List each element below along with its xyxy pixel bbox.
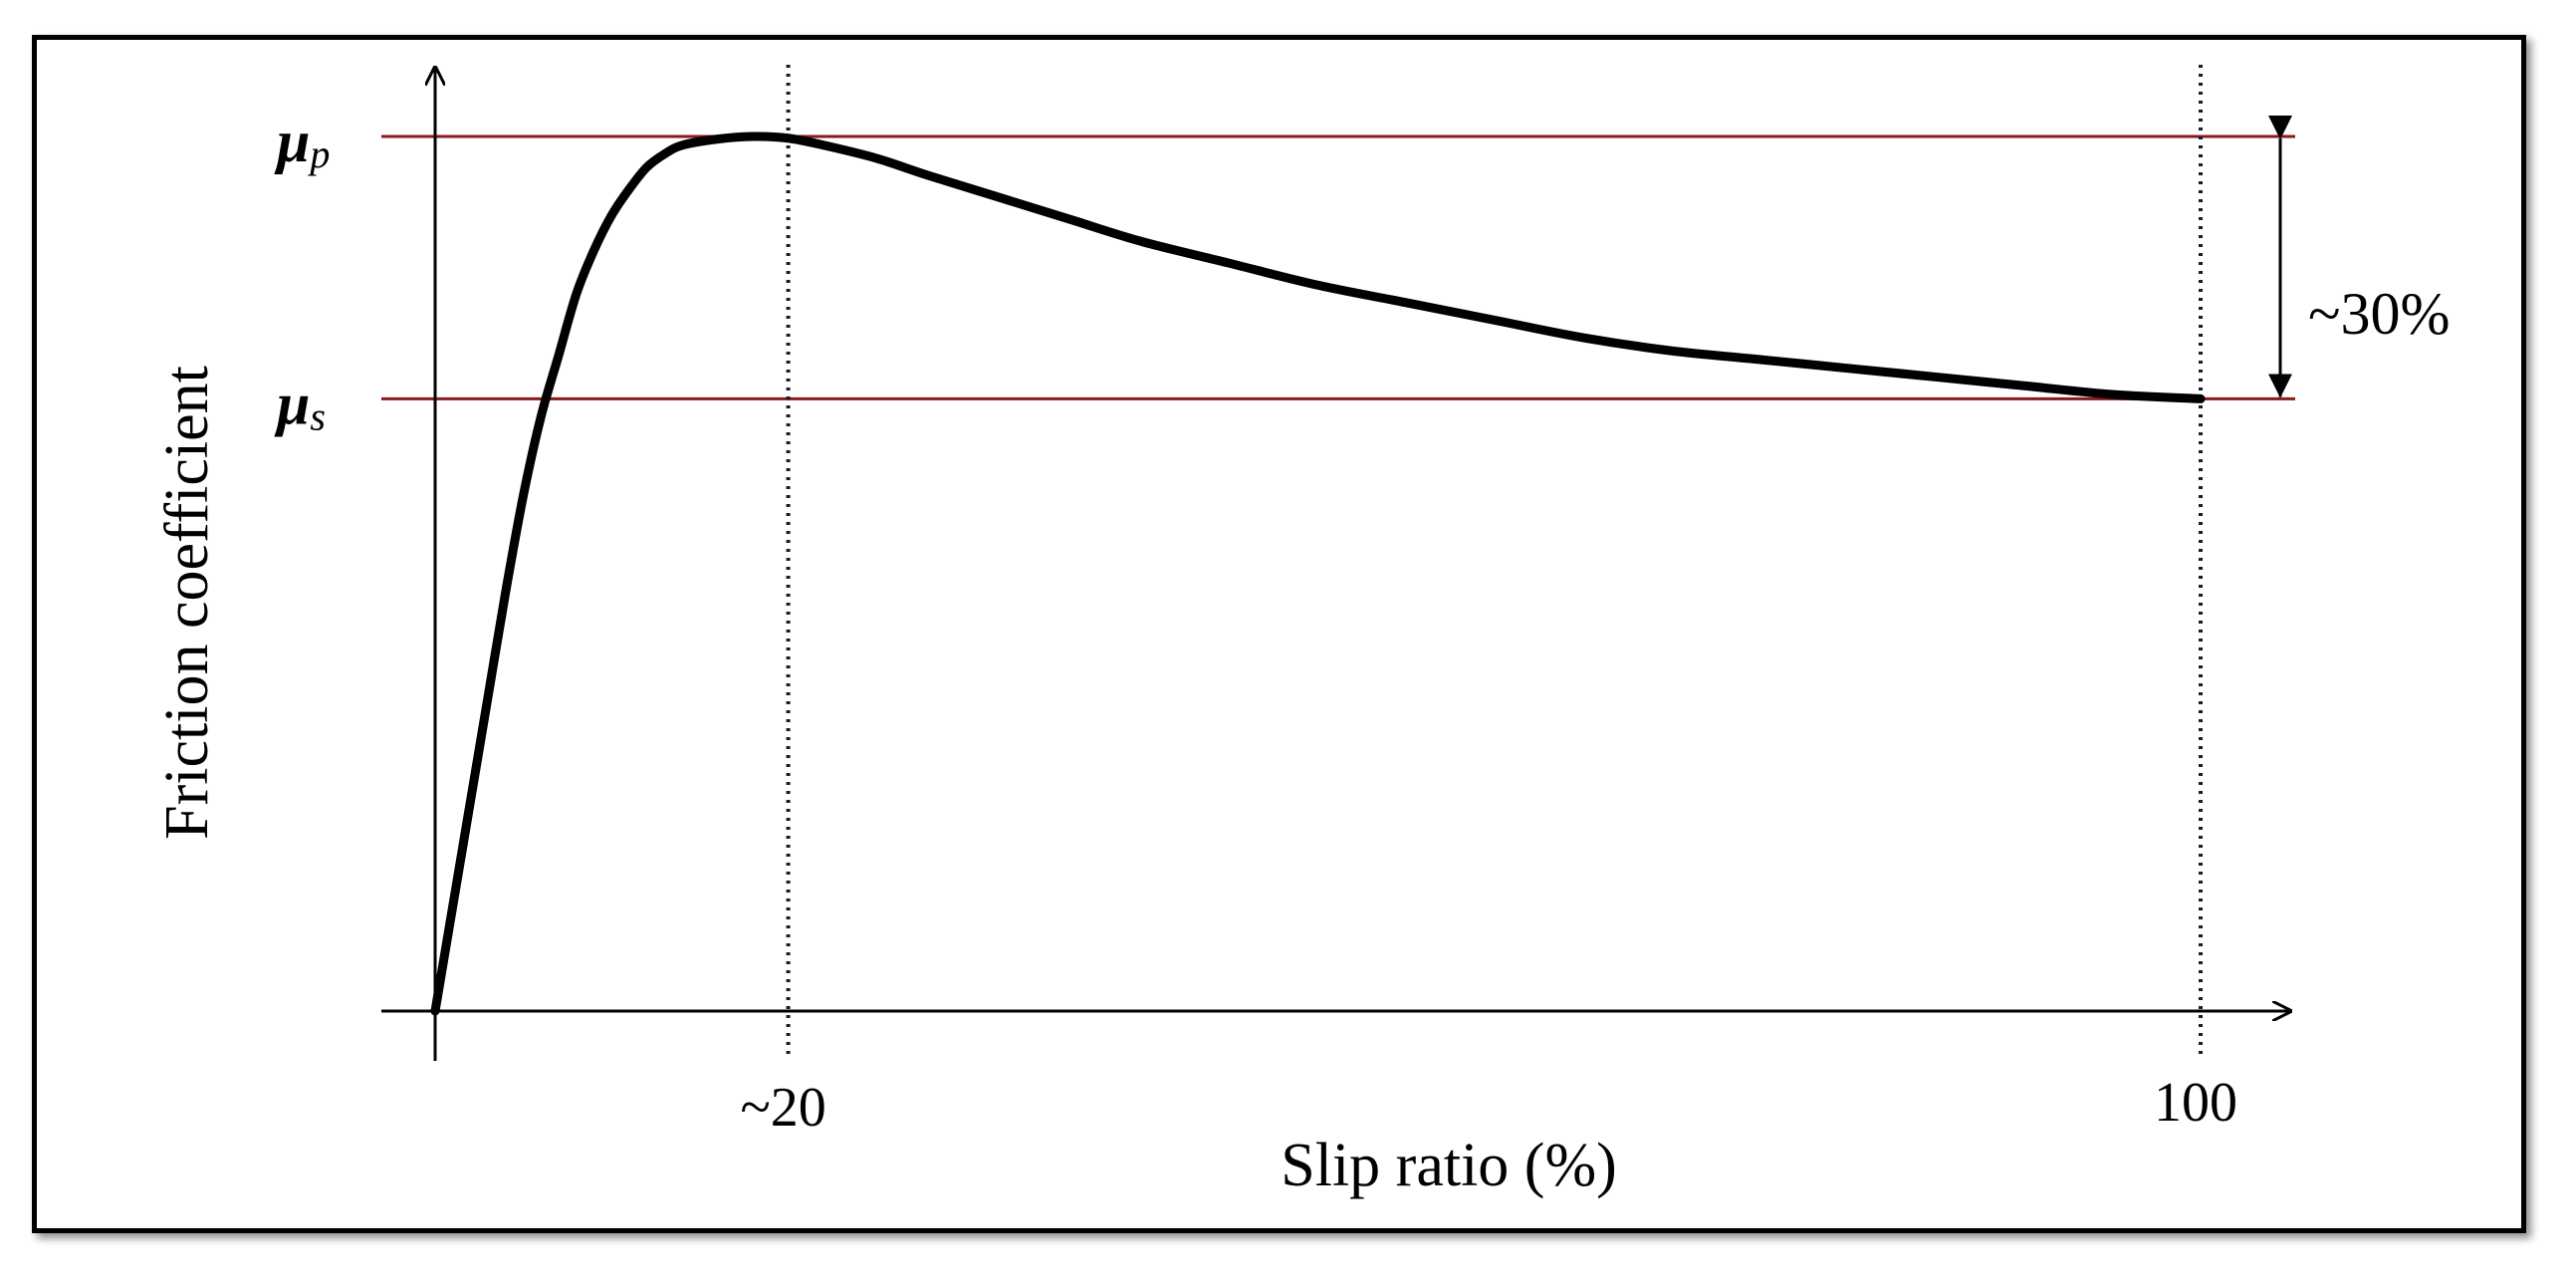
x-tick-label-peak-slip: ~20: [740, 1077, 825, 1139]
difference-annotation-label: ~30%: [2308, 281, 2450, 347]
y-tick-label-sliding-main: μ: [274, 371, 310, 436]
y-tick-label-sliding: μs: [274, 371, 326, 438]
y-tick-label-peak-main: μ: [274, 109, 310, 174]
y-tick-label-peak: μp: [274, 109, 330, 176]
friction-curve-series: [430, 131, 2206, 1016]
x-tick-label-full-slip: 100: [2154, 1072, 2237, 1134]
y-axis-label: Friction coefficient: [153, 366, 221, 840]
y-tick-label-peak-sub: p: [307, 131, 330, 176]
y-tick-label-sliding-sub: s: [310, 393, 326, 438]
figure-frame: [32, 35, 2526, 1233]
x-axis-label: Slip ratio (%): [1281, 1132, 1617, 1199]
